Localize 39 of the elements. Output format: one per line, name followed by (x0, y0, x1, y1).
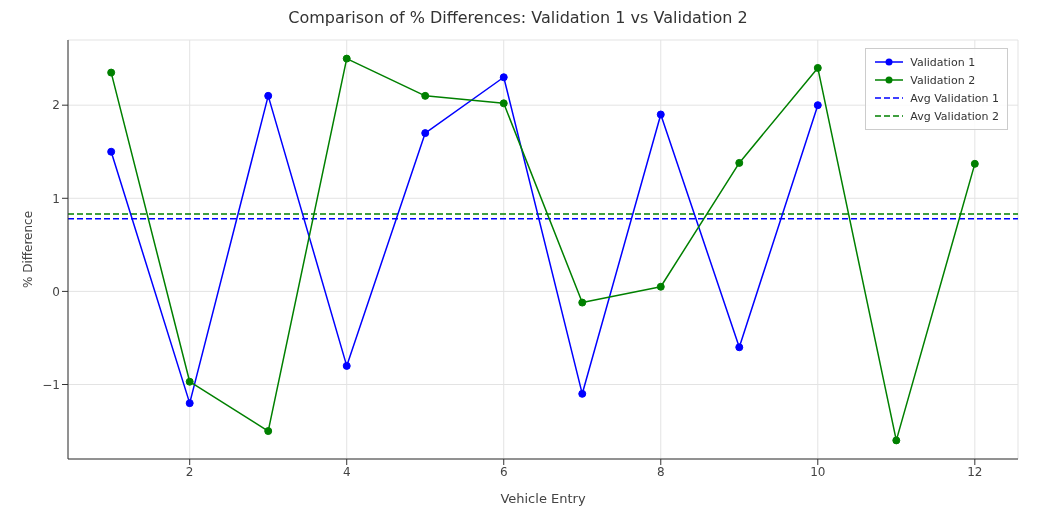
point (735, 343, 744, 352)
x-tick-label: 12 (967, 464, 983, 479)
point (185, 399, 194, 408)
x-tick-label: 2 (185, 464, 194, 479)
y-tick-label: 0 (52, 284, 60, 299)
point (264, 91, 273, 100)
point (421, 91, 430, 100)
point (970, 159, 979, 168)
point (813, 101, 822, 110)
legend-label: Avg Validation 2 (910, 109, 999, 123)
point (813, 63, 822, 72)
point (578, 389, 587, 398)
legend-label: Validation 2 (910, 73, 976, 87)
y-axis-title: % Difference (21, 210, 36, 289)
point (421, 129, 430, 138)
x-tick-label: 6 (499, 464, 508, 479)
y-tick-label: 1 (52, 191, 60, 206)
x-tick-label: 4 (342, 464, 351, 479)
point (735, 158, 744, 167)
point (499, 99, 508, 108)
x-tick-label: 8 (656, 464, 665, 479)
chart-title: Comparison of % Differences: Validation 1 vs Validation 2 (287, 8, 749, 29)
y-tick-label: 2 (52, 98, 60, 113)
point (892, 436, 901, 445)
y-tick-label: −1 (42, 377, 60, 392)
x-axis-title: Vehicle Entry (500, 491, 586, 506)
point (656, 282, 665, 291)
point (578, 298, 587, 307)
x-tick-label: 10 (810, 464, 826, 479)
point (499, 73, 508, 82)
point (185, 377, 194, 386)
point (107, 147, 116, 156)
point (342, 54, 351, 63)
point (264, 427, 273, 436)
point (656, 110, 665, 119)
legend-label: Avg Validation 1 (910, 91, 999, 105)
point (107, 68, 116, 77)
point (342, 361, 351, 370)
legend-label: Validation 1 (910, 55, 976, 69)
